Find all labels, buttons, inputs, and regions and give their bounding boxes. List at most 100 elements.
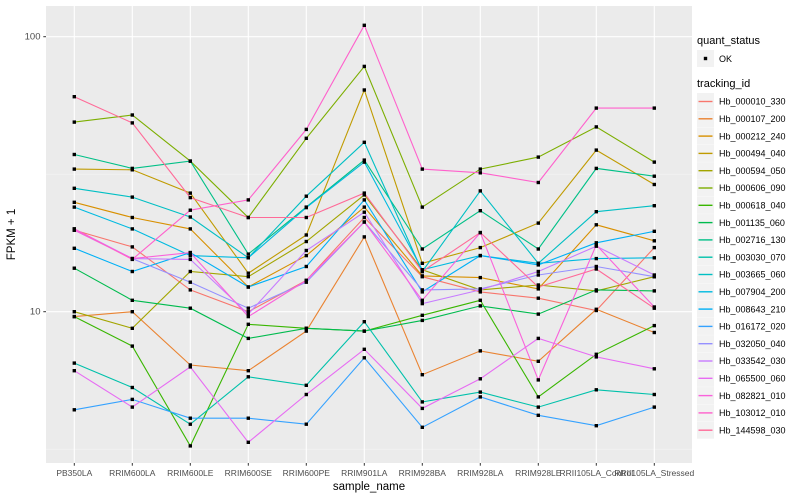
data-point [536, 405, 540, 409]
data-point [362, 193, 366, 197]
data-point [652, 204, 656, 208]
data-point [362, 64, 366, 69]
data-point [246, 256, 250, 260]
data-point [478, 230, 482, 235]
legend-title-quant-status: quant_status [697, 35, 760, 47]
data-point [362, 347, 366, 351]
data-point [652, 289, 656, 293]
data-point [130, 113, 134, 117]
data-point [72, 152, 76, 157]
data-point [130, 269, 134, 274]
legend-label-quant-status: OK [719, 54, 732, 64]
data-point [536, 273, 540, 277]
data-point [304, 136, 308, 140]
data-point [362, 191, 366, 195]
data-point [246, 252, 250, 256]
legend-title-tracking-id: tracking_id [697, 78, 750, 90]
legend-label-tracking-id: Hb_003030_070 [719, 252, 786, 262]
data-point [188, 257, 192, 262]
data-point [594, 267, 598, 271]
data-point [594, 223, 598, 227]
legend-label-tracking-id: Hb_016172_020 [719, 322, 786, 332]
data-point [652, 392, 656, 397]
data-point [536, 312, 540, 316]
data-point [536, 359, 540, 363]
data-point [420, 425, 424, 429]
data-point [362, 320, 366, 324]
data-point [536, 221, 540, 225]
x-tick-label: RRIM901LA [341, 468, 388, 478]
data-point [420, 373, 424, 377]
data-point [246, 275, 250, 279]
data-point [594, 106, 598, 110]
data-point [304, 264, 308, 269]
data-point [246, 271, 250, 275]
data-point [72, 314, 76, 319]
data-point [130, 121, 134, 125]
data-point [652, 405, 656, 409]
data-point [246, 285, 250, 289]
data-point [594, 307, 598, 311]
data-point [188, 191, 192, 195]
data-point [536, 155, 540, 159]
x-tick-label: RRIM928LA [457, 468, 504, 478]
data-point [420, 261, 424, 265]
data-point [594, 352, 598, 356]
y-tick-label: 10 [30, 307, 41, 318]
data-point [652, 306, 656, 310]
data-point [304, 329, 308, 333]
data-point [478, 167, 482, 171]
legend-label-tracking-id: Hb_000618_040 [719, 201, 786, 211]
data-point [304, 253, 308, 258]
axis-ticks [43, 36, 655, 466]
legend-label-tracking-id: Hb_000010_330 [719, 97, 786, 107]
data-point [420, 288, 424, 292]
legend-label-tracking-id: Hb_000212_240 [719, 131, 786, 141]
data-point [304, 392, 308, 397]
data-point [304, 248, 308, 253]
data-point [478, 290, 482, 294]
data-point [420, 205, 424, 209]
data-point [536, 285, 540, 289]
data-point [130, 227, 134, 231]
data-point [478, 209, 482, 213]
data-point [188, 306, 192, 310]
data-point [130, 344, 134, 348]
axis-labels: 100 10 PB350LA RRIM600LA RRIM600LE RRIM600SE R… [6, 32, 694, 493]
data-point [536, 263, 540, 267]
data-point [362, 88, 366, 92]
data-point [594, 148, 598, 152]
legend-label-tracking-id: Hb_000494_040 [719, 149, 786, 159]
data-point [362, 160, 366, 164]
data-point [130, 405, 134, 409]
data-point [652, 106, 656, 110]
data-point [72, 246, 76, 250]
plot-panel [46, 6, 692, 463]
data-point [72, 369, 76, 373]
data-point [304, 205, 308, 210]
data-point [652, 229, 656, 233]
legend-label-tracking-id: Hb_001135_060 [719, 218, 785, 228]
data-point [478, 298, 482, 302]
x-tick-label: RRIM600PE [283, 468, 331, 478]
x-tick-label: RRII105LA_Control [559, 468, 633, 478]
legend-label-tracking-id: Hb_000594_050 [719, 166, 786, 176]
data-point [536, 247, 540, 251]
data-point [594, 288, 598, 292]
data-point [420, 290, 424, 294]
data-point [246, 416, 250, 420]
data-point [72, 95, 76, 99]
data-point [246, 306, 250, 310]
data-point [304, 383, 308, 387]
data-point [420, 313, 424, 317]
data-point [130, 245, 134, 249]
data-point [536, 378, 540, 382]
data-point [420, 269, 424, 274]
data-point [420, 301, 424, 306]
data-point [362, 140, 366, 144]
data-point [420, 298, 424, 302]
data-point [652, 273, 656, 277]
data-point [188, 416, 192, 420]
legend-label-tracking-id: Hb_000107_200 [719, 114, 786, 124]
